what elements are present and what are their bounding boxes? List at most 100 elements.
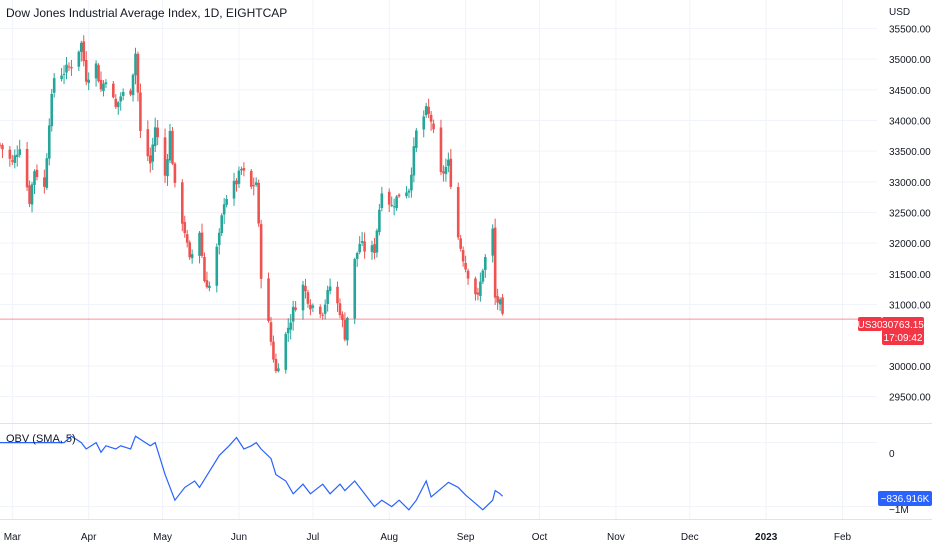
symbol-badge	[858, 317, 882, 331]
candle-body	[284, 333, 288, 370]
candle-body	[121, 91, 125, 96]
candle-body	[291, 306, 295, 322]
candle-body	[0, 144, 2, 146]
candle-body	[301, 284, 305, 311]
candle-body	[392, 206, 396, 208]
candle-body	[338, 303, 342, 316]
candle-body	[208, 285, 211, 288]
candle-body	[328, 286, 332, 291]
candle-body	[259, 224, 263, 279]
candle-body	[432, 123, 435, 130]
candle-body	[18, 149, 22, 155]
symbol-label: US30	[857, 320, 882, 331]
candle-body	[323, 304, 327, 314]
price-tick: 35000.00	[889, 55, 931, 66]
chart-title[interactable]: Dow Jones Industrial Average Index, 1D, …	[6, 6, 288, 20]
candle-body	[131, 74, 135, 96]
time-tick: May	[153, 532, 172, 543]
candle-body	[33, 171, 36, 185]
candle-body	[397, 194, 401, 197]
candle-body	[28, 185, 31, 204]
candle-body	[429, 114, 433, 122]
candle-body	[50, 93, 54, 127]
obv-axis[interactable]: 0 −1M −836.916K	[878, 449, 932, 516]
candle-body	[180, 182, 184, 224]
candle-body	[235, 180, 238, 185]
price-tick: 31000.00	[889, 301, 931, 312]
candle-body	[166, 159, 169, 177]
candle-body	[67, 66, 71, 68]
obv-value-badge	[878, 491, 932, 506]
candle-body	[415, 130, 418, 148]
candle-body	[269, 322, 273, 342]
candle-body	[459, 238, 462, 249]
candle-body	[237, 170, 241, 184]
candle-body	[380, 193, 384, 208]
candle-body	[99, 79, 103, 90]
candle-body	[25, 149, 29, 188]
candle-body	[286, 327, 290, 334]
candle-body	[151, 144, 155, 162]
time-tick: Dec	[681, 532, 699, 543]
price-tick: 33500.00	[889, 147, 931, 158]
candle-body	[13, 155, 17, 163]
candle-body	[104, 82, 108, 85]
candle-body	[47, 125, 51, 159]
candle-body	[35, 169, 39, 178]
candle-body	[198, 232, 201, 256]
price-tick: 31500.00	[889, 270, 931, 281]
candle-body	[257, 182, 260, 224]
price-tick: 30000.00	[889, 362, 931, 373]
candle-body	[43, 177, 46, 187]
candle-body	[395, 196, 398, 209]
candle-body	[188, 242, 191, 258]
candle-body	[183, 222, 187, 234]
candle-body	[479, 281, 482, 296]
candle-body	[501, 297, 504, 314]
candle-body	[343, 320, 347, 340]
candle-body	[326, 290, 329, 304]
candle-body	[102, 83, 105, 92]
price-tick: 34500.00	[889, 86, 931, 97]
candle-body	[254, 182, 258, 185]
candle-body	[447, 159, 450, 166]
candle-body	[15, 154, 19, 158]
candle-body	[8, 149, 12, 159]
candle-body	[444, 166, 448, 175]
candle-body	[274, 358, 278, 372]
candle-body	[94, 63, 98, 79]
candle-body	[277, 368, 280, 372]
candle-body	[65, 64, 68, 73]
candle-body	[222, 204, 226, 215]
candle-body	[168, 130, 172, 161]
candle-body	[289, 322, 292, 330]
candle-body	[481, 270, 485, 282]
candle-body	[119, 96, 123, 102]
candle-body	[242, 168, 246, 171]
candle-body	[321, 314, 325, 316]
candle-body	[148, 155, 152, 164]
last-price-value: 30763.15	[882, 320, 924, 331]
candle-body	[346, 317, 349, 341]
candle-body	[390, 204, 393, 206]
candle-body	[139, 92, 142, 131]
candle-body	[249, 170, 253, 187]
time-tick: Aug	[380, 532, 398, 543]
candle-body	[136, 53, 140, 93]
time-axis[interactable]: Mar Apr May Jun Jul Aug Sep Oct Nov Dec 2023 Feb	[4, 532, 852, 543]
price-axis[interactable]: USD 35500.00 35000.00 34500.00 34000.00 3350…	[889, 7, 931, 404]
candle-body	[476, 292, 480, 295]
candle-body	[355, 253, 359, 259]
candle-body	[62, 73, 66, 75]
price-tick: 32500.00	[889, 209, 931, 220]
candle-body	[424, 106, 428, 116]
last-price-badge[interactable]: US30 30763.15 17:09:42	[857, 317, 924, 345]
price-tick: 33000.00	[889, 178, 931, 189]
price-tick: 34000.00	[889, 116, 931, 127]
candle-body	[496, 296, 499, 303]
obv-legend[interactable]: OBV (SMA, 5)	[6, 433, 76, 445]
time-tick: Jul	[306, 532, 319, 543]
price-tick: 29500.00	[889, 393, 931, 404]
candle-body	[114, 98, 118, 107]
